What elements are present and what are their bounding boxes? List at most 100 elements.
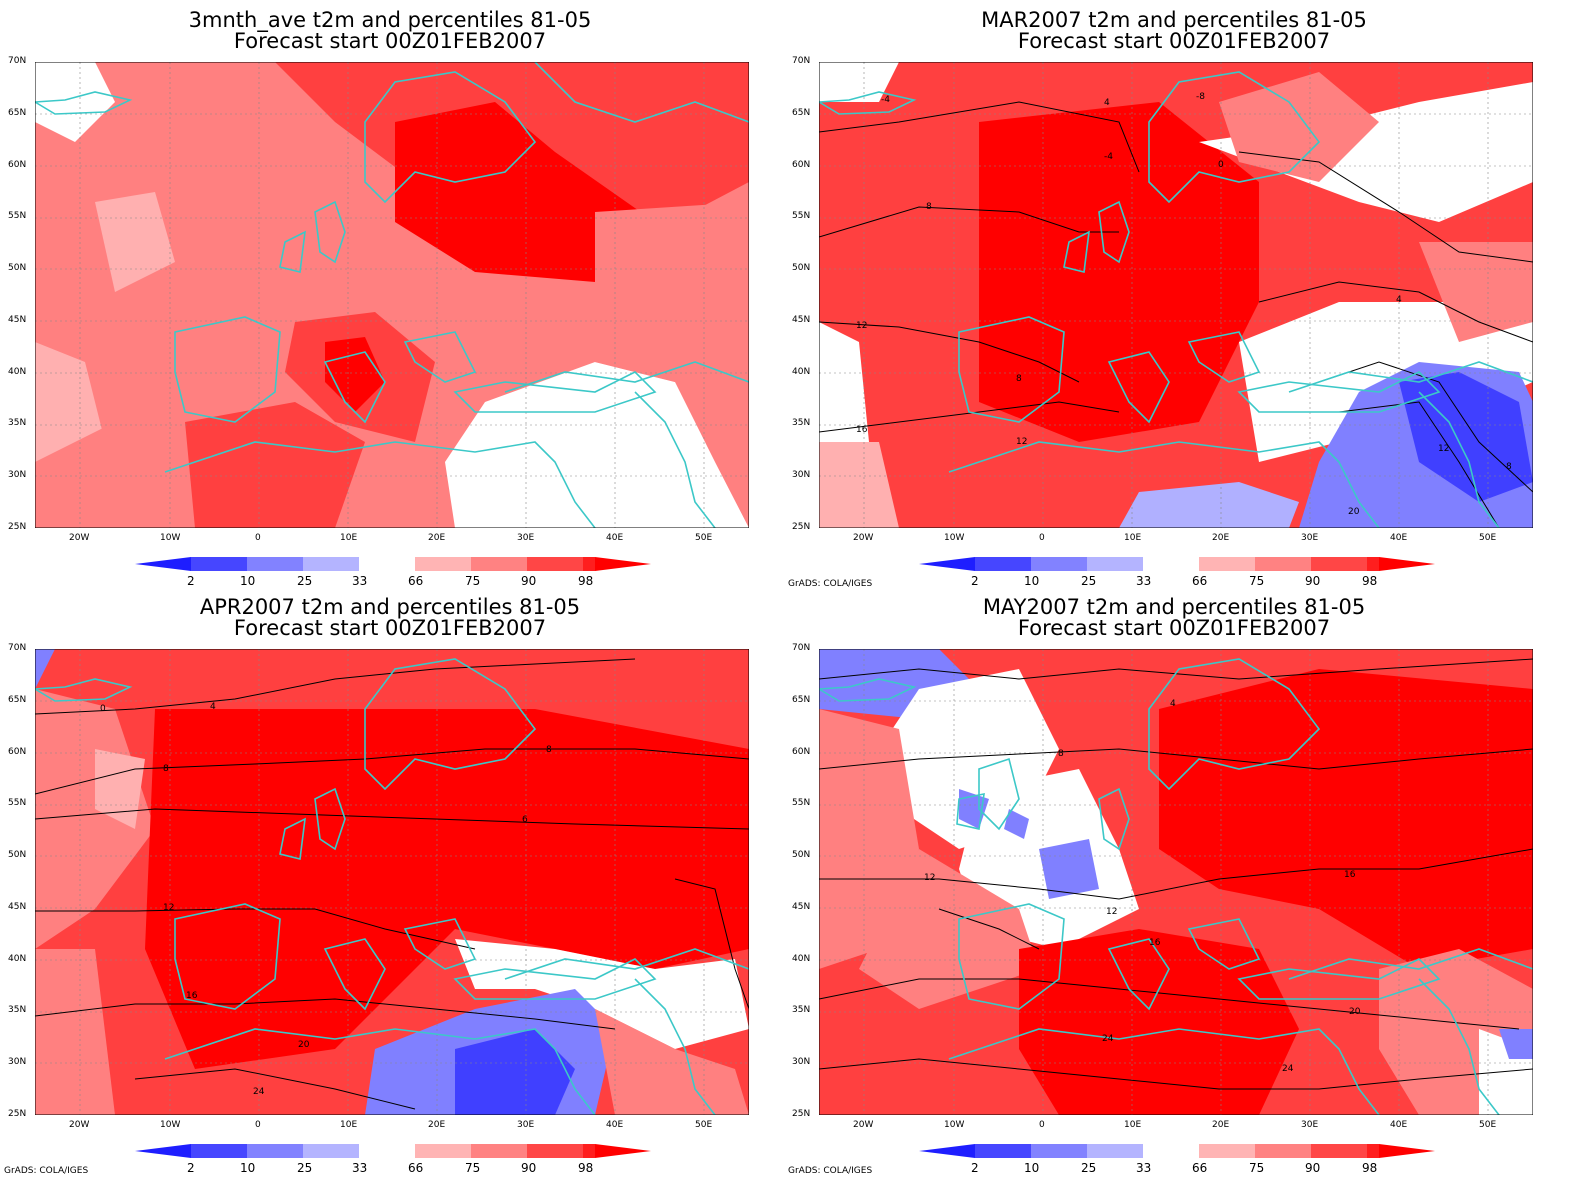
contour-label: 6: [522, 815, 528, 825]
lon-label: 10W: [160, 533, 181, 543]
map-plot: [819, 62, 1533, 528]
lat-label: 60N: [8, 160, 27, 170]
lat-label: 50N: [792, 263, 811, 273]
contour-label: 24: [1282, 1064, 1294, 1074]
lon-label: 20E: [1212, 533, 1230, 543]
legend-label: 25: [1081, 574, 1097, 588]
lon-label: 20E: [428, 1120, 446, 1130]
legend-label: 75: [1249, 574, 1265, 588]
lon-label: 10E: [1124, 533, 1142, 543]
lon-label: 20W: [853, 533, 874, 543]
color-legend: [135, 1144, 651, 1158]
lon-label: 10E: [1124, 1120, 1142, 1130]
contour-label: 8: [1506, 462, 1512, 472]
contour-label: 16: [856, 425, 868, 435]
lat-label: 30N: [792, 1057, 811, 1067]
contour-label: 12: [1438, 444, 1450, 454]
lat-label: 30N: [792, 470, 811, 480]
contour-label: 4: [1170, 699, 1176, 709]
map-plot: [35, 62, 749, 528]
legend-label: 75: [1249, 1161, 1265, 1175]
contour-label: 16: [186, 991, 198, 1001]
lat-label: 50N: [8, 850, 27, 860]
contour-label: -8: [1196, 92, 1205, 102]
lat-label: 35N: [792, 1005, 811, 1015]
contour-label: 4: [210, 702, 216, 712]
lat-label: 60N: [8, 747, 27, 757]
lat-label: 65N: [8, 695, 27, 705]
panel-title-line1: APR2007 t2m and percentiles 81-05: [199, 595, 581, 619]
lat-label: 60N: [792, 160, 811, 170]
contour-label: 16: [1149, 938, 1161, 948]
lon-label: 0: [255, 1120, 261, 1130]
grads-credit: GrADS: COLA/IGES: [4, 1166, 89, 1176]
contour-label: 20: [1348, 507, 1360, 517]
lat-label: 70N: [792, 643, 811, 653]
lon-label: 30E: [1301, 1120, 1319, 1130]
legend-label: 98: [578, 574, 594, 588]
map-plot: [819, 649, 1533, 1115]
lon-label: 30E: [517, 1120, 535, 1130]
lat-label: 40N: [792, 954, 811, 964]
panel-title-line2: Forecast start 00Z01FEB2007: [1017, 29, 1331, 53]
contour-label: 8: [163, 764, 169, 774]
panel-apr2007: APR2007 t2m and percentiles 81-05 Foreca…: [0, 587, 780, 1185]
panel-title-line2: Forecast start 00Z01FEB2007: [233, 616, 547, 640]
lat-label: 65N: [792, 108, 811, 118]
lon-label: 30E: [1301, 533, 1319, 543]
grads-credit: GrADS: COLA/IGES: [788, 1166, 873, 1176]
panel-title-line2: Forecast start 00Z01FEB2007: [233, 29, 547, 53]
panel-title-line2: Forecast start 00Z01FEB2007: [1017, 616, 1331, 640]
legend-label: 25: [1081, 1161, 1097, 1175]
lat-label: 70N: [8, 643, 27, 653]
lat-label: 35N: [8, 418, 27, 428]
contour-label: 4: [1104, 98, 1110, 108]
lat-label: 55N: [792, 211, 811, 221]
lon-label: 10W: [160, 1120, 181, 1130]
legend-label: 90: [521, 1161, 537, 1175]
lat-label: 30N: [8, 470, 27, 480]
contour-label: 16: [1344, 870, 1356, 880]
contour-label: 0: [1218, 160, 1224, 170]
lon-label: 0: [1039, 1120, 1045, 1130]
lat-label: 50N: [792, 850, 811, 860]
legend-label: 10: [1024, 1161, 1040, 1175]
contour-label: 24: [253, 1087, 265, 1097]
legend-label: 25: [297, 1161, 313, 1175]
lon-label: 40E: [606, 1120, 624, 1130]
lat-label: 60N: [792, 747, 811, 757]
legend-label: 90: [1305, 574, 1321, 588]
contour-label: 12: [1106, 907, 1118, 917]
color-legend: [919, 557, 1435, 571]
legend-label: 90: [1305, 1161, 1321, 1175]
lon-label: 0: [1039, 533, 1045, 543]
lat-label: 40N: [8, 367, 27, 377]
lat-label: 45N: [792, 315, 811, 325]
lat-label: 40N: [792, 367, 811, 377]
lon-label: 10E: [340, 533, 358, 543]
panel-mar2007: MAR2007 t2m and percentiles 81-05 Foreca…: [784, 0, 1564, 598]
map-plot: [35, 649, 749, 1115]
panel-title-line1: 3mnth_ave t2m and percentiles 81-05: [188, 8, 592, 32]
lat-label: 55N: [8, 798, 27, 808]
legend-label: 2: [187, 574, 195, 588]
lat-label: 30N: [8, 1057, 27, 1067]
legend-label: 25: [297, 574, 313, 588]
lon-label: 40E: [1390, 1120, 1408, 1130]
legend-label: 90: [521, 574, 537, 588]
lat-label: 45N: [792, 902, 811, 912]
panel-title-line1: MAR2007 t2m and percentiles 81-05: [981, 8, 1367, 32]
lat-label: 45N: [8, 315, 27, 325]
contour-label: 12: [163, 903, 175, 913]
lon-label: 40E: [1390, 533, 1408, 543]
contour-label: 12: [924, 873, 936, 883]
lon-label: 50E: [695, 1120, 713, 1130]
lat-label: 55N: [8, 211, 27, 221]
contour-label: 8: [926, 202, 932, 212]
lat-label: 65N: [8, 108, 27, 118]
lat-label: 25N: [8, 1109, 27, 1119]
contour-label: 20: [1349, 1007, 1361, 1017]
lat-label: 35N: [8, 1005, 27, 1015]
lat-label: 65N: [792, 695, 811, 705]
lat-label: 25N: [792, 1109, 811, 1119]
